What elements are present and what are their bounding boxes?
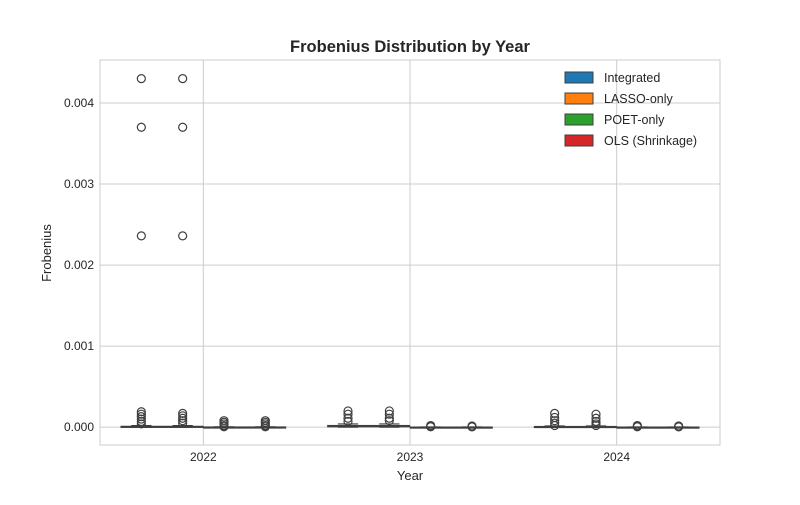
outlier-point — [591, 420, 601, 431]
box-lasso-only-2023 — [368, 406, 411, 428]
outlier-point — [136, 412, 146, 422]
plot-frame — [99, 59, 721, 446]
outlier-point — [136, 416, 146, 427]
y-tick-label: 0.003 — [64, 177, 94, 191]
box-lasso-only-2022 — [161, 74, 204, 428]
outlier-point — [343, 416, 353, 427]
outlier-point — [219, 422, 229, 432]
outlier-point — [136, 74, 146, 84]
outlier-point — [260, 422, 270, 432]
legend-swatch — [564, 134, 594, 147]
chart-title: Frobenius Distribution by Year — [290, 38, 530, 56]
outlier-point — [591, 413, 601, 423]
legend-label: POET-only — [604, 113, 665, 127]
outlier-point — [178, 418, 188, 428]
x-tick-label: 2023 — [397, 450, 424, 464]
legend-label: OLS (Shrinkage) — [604, 134, 697, 148]
outlier-point — [178, 416, 188, 426]
legend-swatch — [564, 71, 594, 84]
outlier-point — [136, 409, 146, 419]
outlier-point — [136, 414, 146, 424]
box-plot-groups — [120, 74, 700, 432]
outlier-point — [384, 406, 394, 416]
outlier-point — [178, 74, 188, 84]
outlier-point — [136, 407, 146, 417]
outlier-point — [343, 409, 353, 419]
y-axis-label: Frobenius — [39, 224, 54, 282]
legend-swatch — [564, 113, 594, 126]
y-axis-ticks: 0.000 0.001 0.002 0.003 0.004 — [64, 96, 94, 434]
outlier-point — [343, 406, 353, 416]
box-poet-only-2024 — [616, 420, 659, 432]
legend-swatch — [564, 92, 594, 105]
outlier-point — [467, 422, 477, 432]
box-ols-shrinkage--2023 — [451, 421, 493, 432]
y-tick-label: 0.000 — [64, 420, 94, 434]
y-tick-label: 0.002 — [64, 258, 94, 272]
outlier-point — [136, 122, 146, 132]
box-lasso-only-2024 — [575, 409, 617, 431]
box-integrated-2024 — [533, 408, 576, 431]
outlier-point — [550, 418, 560, 428]
outlier-point — [550, 408, 560, 418]
y-tick-label: 0.001 — [64, 339, 94, 353]
outlier-point — [178, 408, 188, 418]
outlier-point — [136, 231, 146, 241]
outlier-point — [674, 422, 684, 432]
legend-label: Integrated — [604, 71, 660, 85]
outlier-point — [178, 413, 188, 423]
box-integrated-2023 — [327, 406, 369, 428]
outlier-point — [178, 122, 188, 132]
legend-label: LASSO-only — [604, 92, 674, 106]
x-tick-label: 2024 — [603, 450, 630, 464]
x-axis-label: Year — [397, 468, 424, 483]
y-tick-label: 0.004 — [64, 96, 94, 110]
outlier-point — [550, 416, 560, 426]
box-poet-only-2023 — [409, 420, 452, 432]
legend: Integrated LASSO-only POET-only OLS (Shrink… — [564, 71, 697, 148]
x-tick-label: 2022 — [190, 450, 217, 464]
outlier-point — [384, 409, 394, 419]
box-ols-shrinkage--2022 — [244, 416, 287, 432]
outlier-point — [178, 231, 188, 241]
box-integrated-2022 — [120, 74, 163, 429]
outlier-point — [632, 422, 642, 432]
outlier-point — [591, 409, 601, 419]
outlier-point — [426, 422, 436, 432]
outlier-point — [384, 413, 394, 423]
box-ols-shrinkage--2024 — [657, 421, 700, 432]
outlier-point — [384, 416, 394, 426]
outlier-point — [550, 420, 560, 431]
box-poet-only-2022 — [203, 416, 245, 432]
outlier-point — [136, 419, 146, 429]
outlier-point — [343, 413, 353, 423]
outlier-point — [591, 416, 601, 427]
outlier-point — [178, 411, 188, 421]
x-axis-ticks: 2022 2023 2024 — [190, 450, 630, 464]
